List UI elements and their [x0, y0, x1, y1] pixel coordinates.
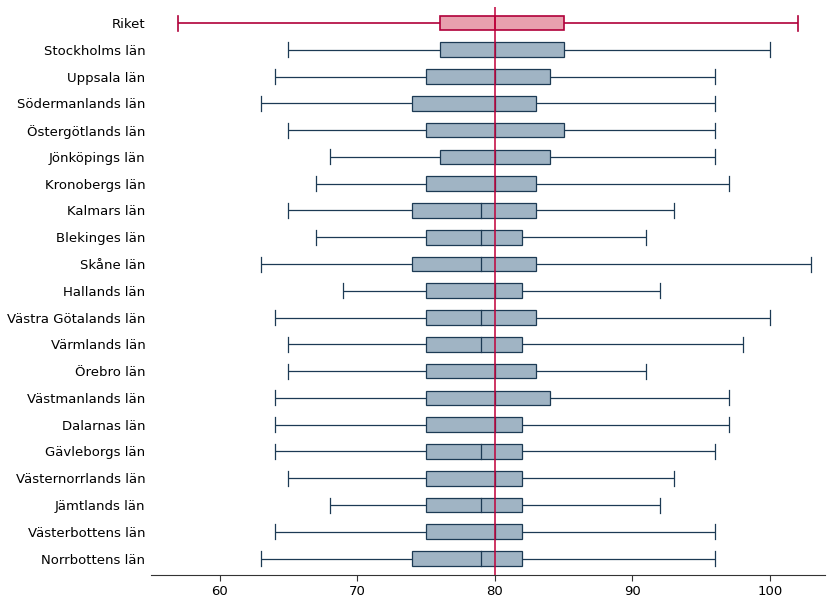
FancyBboxPatch shape	[426, 123, 563, 137]
FancyBboxPatch shape	[440, 149, 550, 165]
FancyBboxPatch shape	[426, 230, 522, 244]
FancyBboxPatch shape	[426, 525, 522, 539]
FancyBboxPatch shape	[426, 498, 522, 512]
FancyBboxPatch shape	[426, 283, 522, 298]
FancyBboxPatch shape	[426, 364, 536, 379]
FancyBboxPatch shape	[440, 16, 563, 30]
FancyBboxPatch shape	[426, 337, 522, 352]
FancyBboxPatch shape	[413, 203, 536, 218]
FancyBboxPatch shape	[426, 417, 522, 432]
FancyBboxPatch shape	[426, 310, 536, 325]
FancyBboxPatch shape	[426, 391, 550, 405]
FancyBboxPatch shape	[413, 96, 536, 111]
FancyBboxPatch shape	[440, 42, 563, 57]
FancyBboxPatch shape	[426, 444, 522, 459]
FancyBboxPatch shape	[426, 176, 536, 191]
FancyBboxPatch shape	[426, 471, 522, 486]
FancyBboxPatch shape	[413, 551, 522, 566]
FancyBboxPatch shape	[413, 257, 536, 272]
FancyBboxPatch shape	[426, 69, 550, 84]
